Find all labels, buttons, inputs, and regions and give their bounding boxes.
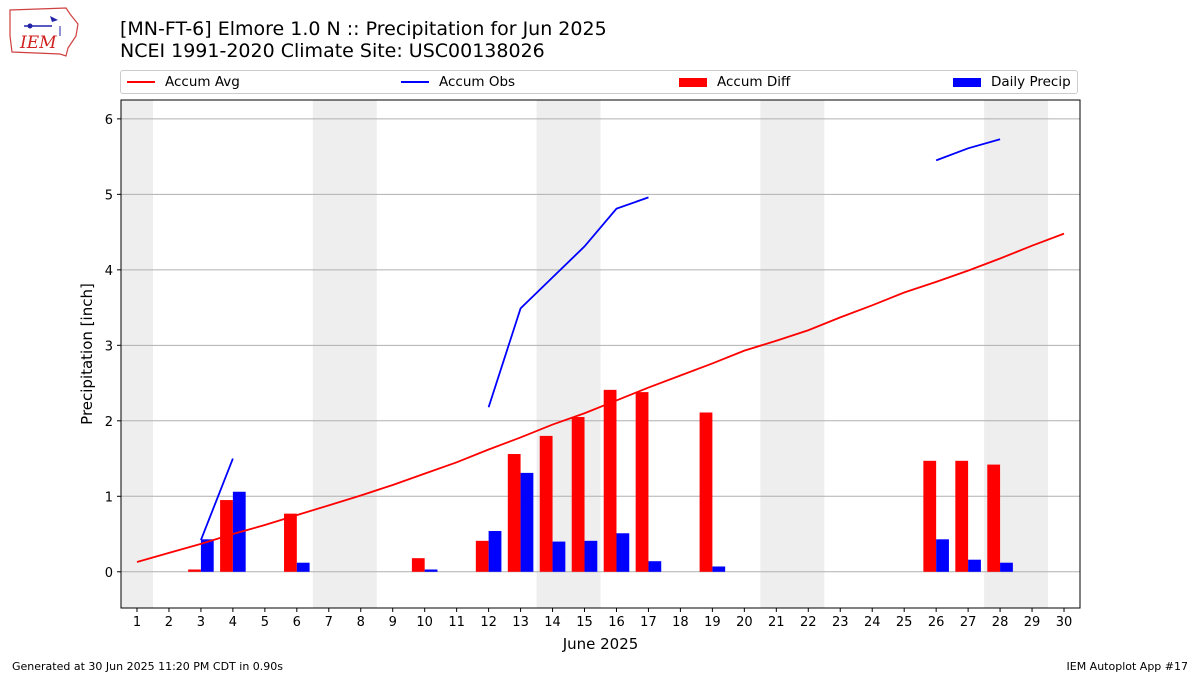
x-tick-label: 1 — [133, 615, 141, 630]
x-tick-label: 29 — [1024, 615, 1041, 630]
generated-timestamp: Generated at 30 Jun 2025 11:20 PM CDT in… — [12, 660, 284, 673]
accum-diff-bar — [539, 435, 553, 572]
x-tick-label: 28 — [992, 615, 1009, 630]
x-tick-label: 10 — [416, 615, 433, 630]
x-tick-label: 22 — [800, 615, 817, 630]
x-tick-label: 5 — [261, 615, 269, 630]
daily-precip-bar — [712, 566, 726, 572]
accum-obs-line — [200, 458, 234, 541]
accum-diff-bar — [699, 412, 713, 572]
daily-precip-bar — [968, 559, 981, 572]
legend-swatch — [953, 77, 981, 87]
x-tick-label: 27 — [960, 615, 977, 630]
accum-avg-line — [136, 232, 1065, 563]
daily-precip-bar — [584, 540, 598, 572]
x-tick-label: 16 — [608, 615, 625, 630]
accum-diff-bar — [475, 540, 489, 572]
daily-precip-bar — [200, 539, 214, 572]
accum-diff-bar — [955, 460, 969, 572]
y-tick-label: 1 — [105, 490, 113, 505]
accum-diff-bar — [571, 417, 585, 572]
weekend-shade — [312, 100, 377, 608]
legend-label: Daily Precip — [991, 74, 1071, 90]
legend-item-accum-obs: Accum Obs — [401, 71, 515, 93]
accum-diff-bar — [284, 513, 297, 572]
legend-label: Accum Obs — [439, 74, 516, 90]
accum-diff-bar — [987, 464, 1001, 572]
daily-precip-bar — [1000, 562, 1013, 572]
daily-precip-bar — [296, 562, 310, 572]
accum-obs-line — [487, 196, 649, 408]
legend-item-daily-precip: Daily Precip — [953, 71, 1071, 93]
accum-diff-bar — [603, 389, 617, 572]
x-tick-label: 23 — [832, 615, 849, 630]
y-tick-label: 3 — [105, 339, 113, 354]
x-tick-label: 25 — [896, 615, 913, 630]
x-tick-label: 8 — [357, 615, 365, 630]
x-tick-label: 3 — [197, 615, 205, 630]
legend-swatch — [401, 81, 429, 83]
legend-swatch — [127, 81, 155, 83]
x-tick-label: 26 — [928, 615, 945, 630]
y-axis-label: Precipitation [inch] — [78, 283, 96, 425]
iowa-state-outline — [9, 7, 79, 57]
plot-area — [120, 99, 1081, 609]
chart-title: [MN-FT-6] Elmore 1.0 N :: Precipitation … — [120, 18, 607, 40]
x-tick-label: 4 — [229, 615, 237, 630]
x-tick-label: 2 — [165, 615, 173, 630]
x-tick-label: 18 — [672, 615, 689, 630]
legend-item-accum-diff: Accum Diff — [679, 71, 790, 93]
logo-text: IEM — [19, 33, 57, 53]
x-tick-label: 9 — [389, 615, 397, 630]
x-tick-label: 19 — [704, 615, 721, 630]
legend-label: Accum Diff — [717, 74, 791, 90]
daily-precip-bar — [424, 569, 438, 572]
daily-precip-bar — [648, 561, 662, 572]
y-tick-label: 5 — [105, 188, 113, 203]
x-tick-label: 24 — [864, 615, 881, 630]
x-axis-label: June 2025 — [562, 635, 639, 653]
x-tick-label: 21 — [768, 615, 785, 630]
x-tick-label: 20 — [736, 615, 753, 630]
legend-label: Accum Avg — [165, 74, 240, 90]
daily-precip-bar — [616, 533, 630, 572]
x-tick-label: 12 — [480, 615, 497, 630]
legend-item-accum-avg: Accum Avg — [127, 71, 240, 93]
daily-precip-bar — [488, 531, 502, 572]
weekend-shade — [121, 100, 153, 608]
y-tick-label: 4 — [105, 264, 113, 279]
x-tick-label: 14 — [544, 615, 561, 630]
accum-diff-bar — [635, 392, 649, 572]
x-tick-label: 30 — [1056, 615, 1073, 630]
daily-precip-bar — [520, 472, 534, 572]
iem-logo: IEM — [9, 7, 79, 57]
weekend-shade — [760, 100, 825, 608]
x-tick-label: 15 — [576, 615, 593, 630]
chart-legend: Accum Avg Accum Obs Accum Diff Daily Pre… — [120, 70, 1078, 94]
y-tick-label: 2 — [105, 415, 113, 430]
accum-diff-bar — [923, 460, 937, 572]
x-tick-label: 17 — [640, 615, 657, 630]
legend-swatch — [679, 77, 707, 87]
x-tick-label: 6 — [293, 615, 301, 630]
accum-diff-bar — [411, 558, 425, 572]
accum-diff-bar — [188, 569, 201, 572]
daily-precip-bar — [936, 539, 949, 572]
accum-diff-bar — [507, 454, 521, 572]
app-credit: IEM Autoplot App #17 — [1066, 660, 1189, 673]
accum-obs-line — [935, 138, 1001, 162]
daily-precip-bar — [552, 541, 566, 572]
y-tick-label: 0 — [105, 566, 113, 581]
y-tick-label: 6 — [105, 113, 113, 128]
x-tick-label: 13 — [512, 615, 529, 630]
chart-subtitle: NCEI 1991-2020 Climate Site: USC00138026 — [120, 40, 545, 62]
x-tick-label: 7 — [325, 615, 333, 630]
x-tick-label: 11 — [448, 615, 465, 630]
